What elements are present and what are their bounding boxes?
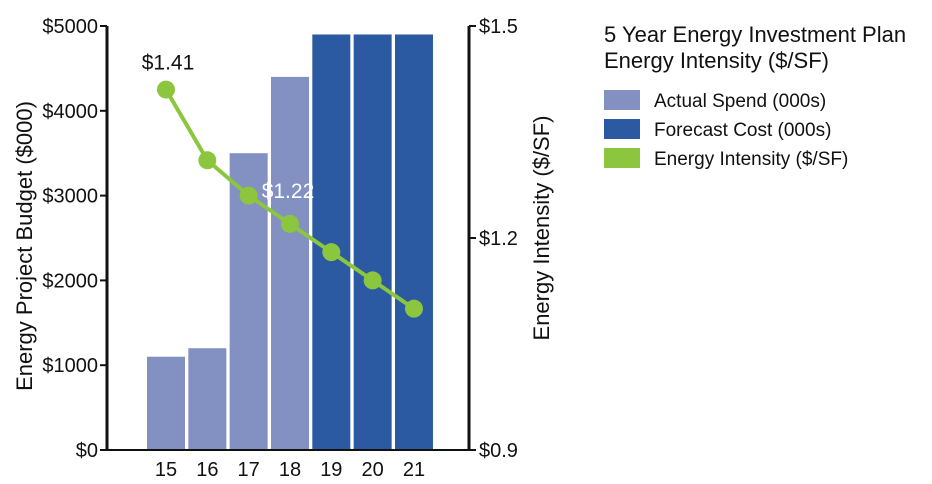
right-tick-label: $0.9 (479, 440, 518, 462)
bars-layer (147, 34, 433, 450)
right-tick-label: $1.2 (479, 228, 518, 250)
x-tick-label: 18 (279, 459, 301, 479)
energy-intensity-point-20 (363, 271, 382, 290)
left-tick-label: $1000 (42, 355, 98, 377)
left-tick-label: $5000 (42, 16, 98, 38)
right-tick-label: $1.5 (479, 16, 518, 38)
x-tick-label: 20 (362, 459, 384, 479)
bar-actual-15 (147, 356, 185, 450)
left-axis-title: Energy Project Budget ($000) (12, 101, 37, 391)
x-tick-label: 16 (196, 459, 218, 479)
energy-intensity-point-17 (239, 186, 258, 205)
legend-label: Actual Spend (000s) (654, 91, 826, 112)
axes-layer (100, 25, 476, 451)
annotation-label: $1.22 (262, 180, 315, 203)
legend-swatch (604, 90, 640, 110)
chart-subtitle: Energy Intensity ($/SF) (604, 48, 829, 73)
x-tick-label: 21 (403, 459, 425, 479)
left-tick-label: $4000 (42, 101, 98, 123)
text-layer: $0 $1000 $2000 $3000 $4000 $5000 $0.9 $1.2 $1.5 1… (12, 16, 554, 481)
legend-label: Forecast Cost (000s) (654, 120, 831, 141)
bar-forecast-21 (394, 34, 433, 450)
left-tick-label: $2000 (42, 270, 98, 292)
legend-label: Energy Intensity ($/SF) (654, 149, 848, 170)
bar-actual-16 (188, 348, 227, 450)
legend-swatch (604, 119, 640, 139)
x-tick-label: 17 (238, 459, 260, 479)
energy-intensity-point-21 (404, 299, 423, 318)
bar-forecast-20 (353, 34, 392, 450)
energy-intensity-point-19 (322, 243, 341, 262)
bar-actual-18 (270, 76, 309, 450)
x-tick-label: 15 (155, 459, 177, 479)
energy-intensity-point-18 (280, 214, 299, 233)
line-layer (157, 80, 423, 318)
annotation-label: $1.41 (142, 52, 195, 75)
chart-title: 5 Year Energy Investment Plan (604, 22, 906, 47)
energy-intensity-point-16 (198, 151, 217, 170)
legend-swatch (604, 148, 640, 168)
x-tick-label: 19 (320, 459, 342, 479)
left-tick-label: $3000 (42, 186, 98, 208)
energy-intensity-point-15 (157, 80, 175, 99)
right-axis-title: Energy Intensity ($/SF) (529, 116, 554, 341)
left-tick-label: $0 (76, 440, 98, 462)
